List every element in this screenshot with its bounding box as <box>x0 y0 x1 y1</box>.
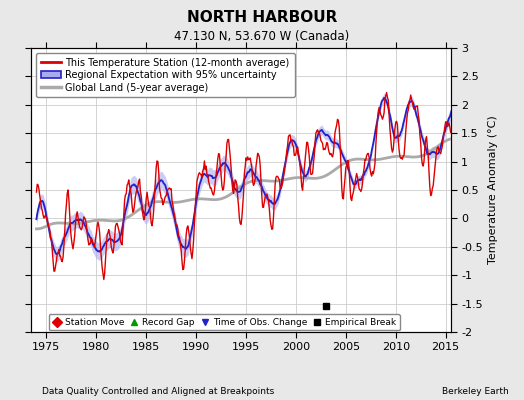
Legend: Station Move, Record Gap, Time of Obs. Change, Empirical Break: Station Move, Record Gap, Time of Obs. C… <box>49 314 400 330</box>
Text: Data Quality Controlled and Aligned at Breakpoints: Data Quality Controlled and Aligned at B… <box>42 387 274 396</box>
Text: NORTH HARBOUR: NORTH HARBOUR <box>187 10 337 25</box>
Text: 47.130 N, 53.670 W (Canada): 47.130 N, 53.670 W (Canada) <box>174 30 350 43</box>
Y-axis label: Temperature Anomaly (°C): Temperature Anomaly (°C) <box>488 116 498 264</box>
Text: Berkeley Earth: Berkeley Earth <box>442 387 508 396</box>
